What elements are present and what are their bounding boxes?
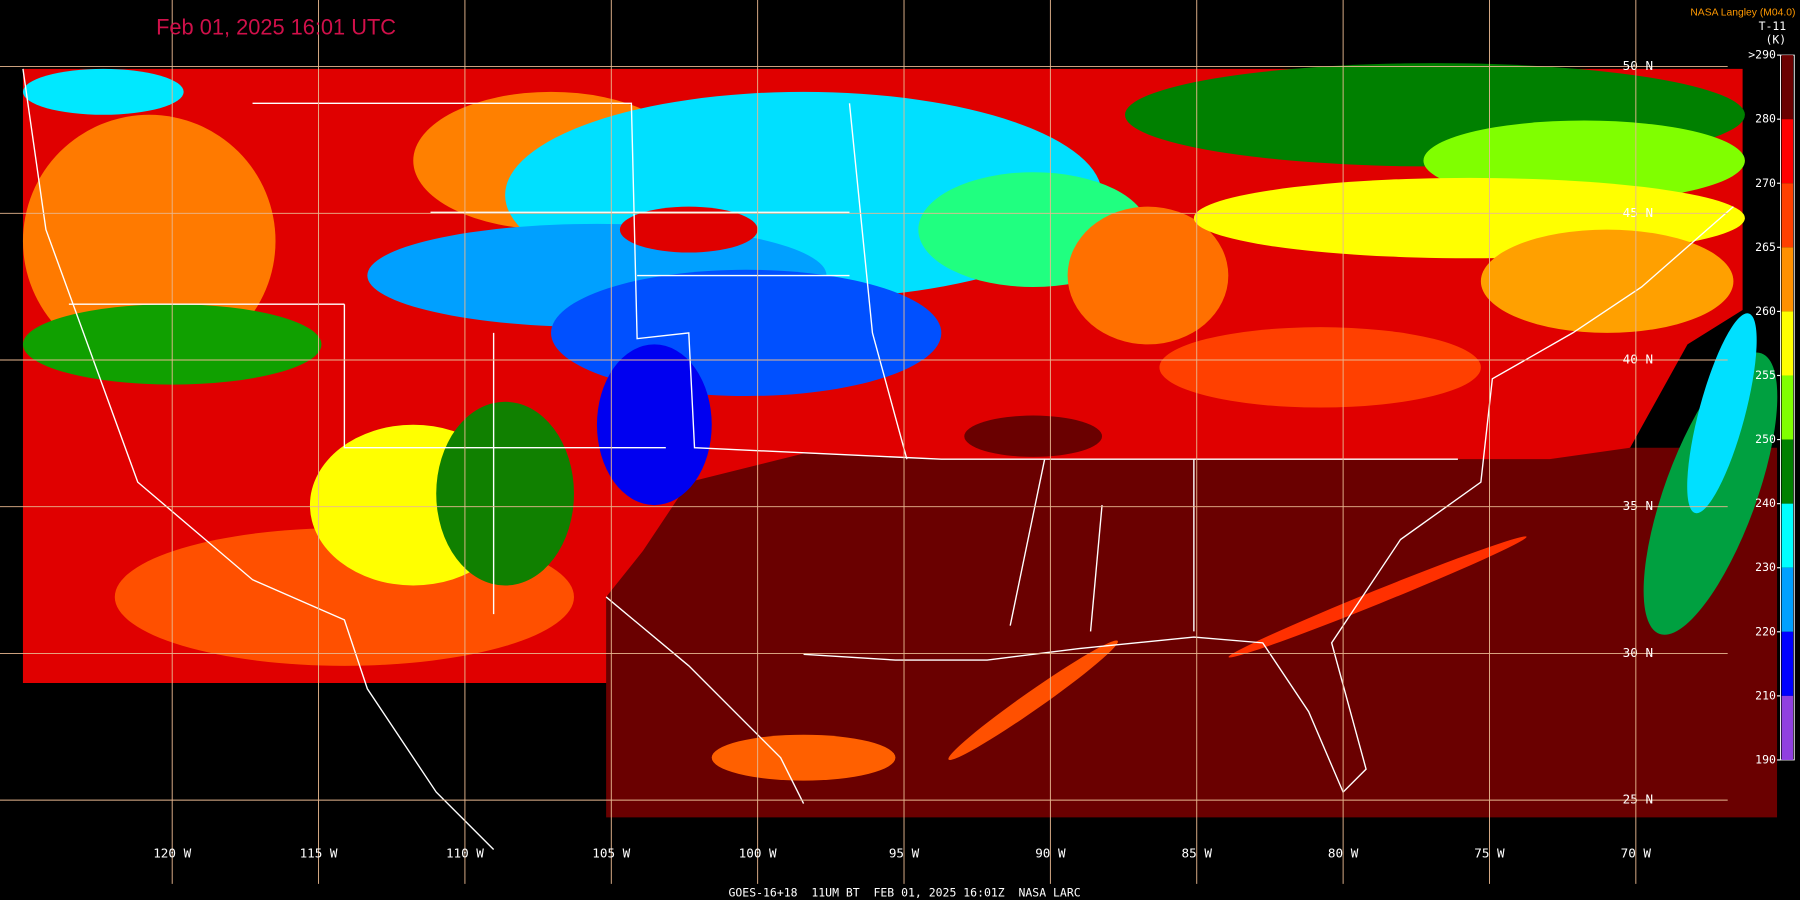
- colorbar-segment: [1781, 567, 1794, 632]
- cloud-blob: [596, 344, 712, 506]
- colorbar-segment: [1781, 695, 1794, 760]
- longitude-label: 110 W: [446, 846, 484, 861]
- cloud-blob: [1159, 327, 1481, 408]
- longitude-label: 120 W: [153, 846, 191, 861]
- longitude-label: 95 W: [889, 846, 920, 861]
- colorbar-label: 265: [1755, 240, 1776, 254]
- colorbar-label: 260: [1755, 304, 1776, 318]
- colorbar-segment: [1781, 311, 1794, 376]
- source-label: NASA Langley (M04.0): [1690, 7, 1795, 18]
- cloud-streak: [711, 734, 896, 781]
- colorbar-label: 240: [1755, 496, 1776, 510]
- unit-label: (K): [1766, 33, 1787, 47]
- cloud-streak: [1228, 536, 1527, 658]
- longitude-label: 70 W: [1621, 846, 1652, 861]
- latitude-label: 35 N: [1623, 498, 1653, 513]
- colorbar-segment: [1781, 55, 1794, 120]
- latitude-label: 30 N: [1623, 645, 1653, 660]
- colorbar-label: 270: [1755, 176, 1776, 190]
- longitude-label: 115 W: [300, 846, 338, 861]
- cloud-blob: [1480, 229, 1734, 333]
- latitude-label: 50 N: [1623, 58, 1653, 73]
- colorbar-label: 250: [1755, 432, 1776, 446]
- cloud-blob: [619, 206, 758, 253]
- longitude-label: 100 W: [739, 846, 777, 861]
- cloud-streak: [948, 640, 1118, 760]
- timestamp-title: Feb 01, 2025 16:01 UTC: [156, 14, 396, 39]
- latitude-label: 45 N: [1623, 205, 1653, 220]
- colorbar-segment: [1781, 631, 1794, 696]
- colorbar-segment: [1781, 439, 1794, 504]
- colorbar-label: 230: [1755, 560, 1776, 574]
- colorbar-segment: [1781, 119, 1794, 184]
- coastline: [22, 68, 805, 850]
- colorbar-segment: [1781, 247, 1794, 312]
- longitude-label: 85 W: [1182, 846, 1213, 861]
- colorbar-label: 220: [1755, 624, 1776, 638]
- latitude-label: 25 N: [1623, 792, 1653, 807]
- longitude-label: 80 W: [1328, 846, 1359, 861]
- colorbar-segment: [1781, 375, 1794, 440]
- colorbar-label: 255: [1755, 368, 1776, 382]
- colorbar-label: 210: [1755, 688, 1776, 702]
- longitude-label: 105 W: [592, 846, 630, 861]
- graticule: 50 N 45 N 40 N 35 N 30 N 25 N 120 W 115 W 110 W 1…: [0, 0, 1728, 884]
- colorbar-segment: [1781, 503, 1794, 568]
- coastline: [803, 206, 1734, 794]
- cloud-blob: [1687, 313, 1757, 514]
- colorbar-label: 280: [1755, 112, 1776, 126]
- cloud-blob: [22, 68, 184, 115]
- state-border: [68, 102, 1458, 632]
- colorbar-label: >290: [1748, 48, 1776, 62]
- longitude-label: 90 W: [1035, 846, 1066, 861]
- colorbar-label: 190: [1755, 752, 1776, 766]
- longitude-label: 75 W: [1474, 846, 1505, 861]
- borders: [22, 68, 1734, 850]
- legend: >290 280 270 265 260 255 250 240 230 220 210 190: [1748, 48, 1795, 766]
- channel-label: T-11: [1759, 19, 1787, 33]
- cloud-blob: [436, 401, 574, 586]
- footer: GOES-16+18 11UM BT FEB 01, 2025 16:01Z N…: [729, 886, 1081, 900]
- colorbar-segment: [1781, 183, 1794, 248]
- cloud-blob: [1067, 206, 1229, 345]
- latitude-label: 40 N: [1623, 352, 1653, 367]
- cloud-blob: [964, 415, 1103, 457]
